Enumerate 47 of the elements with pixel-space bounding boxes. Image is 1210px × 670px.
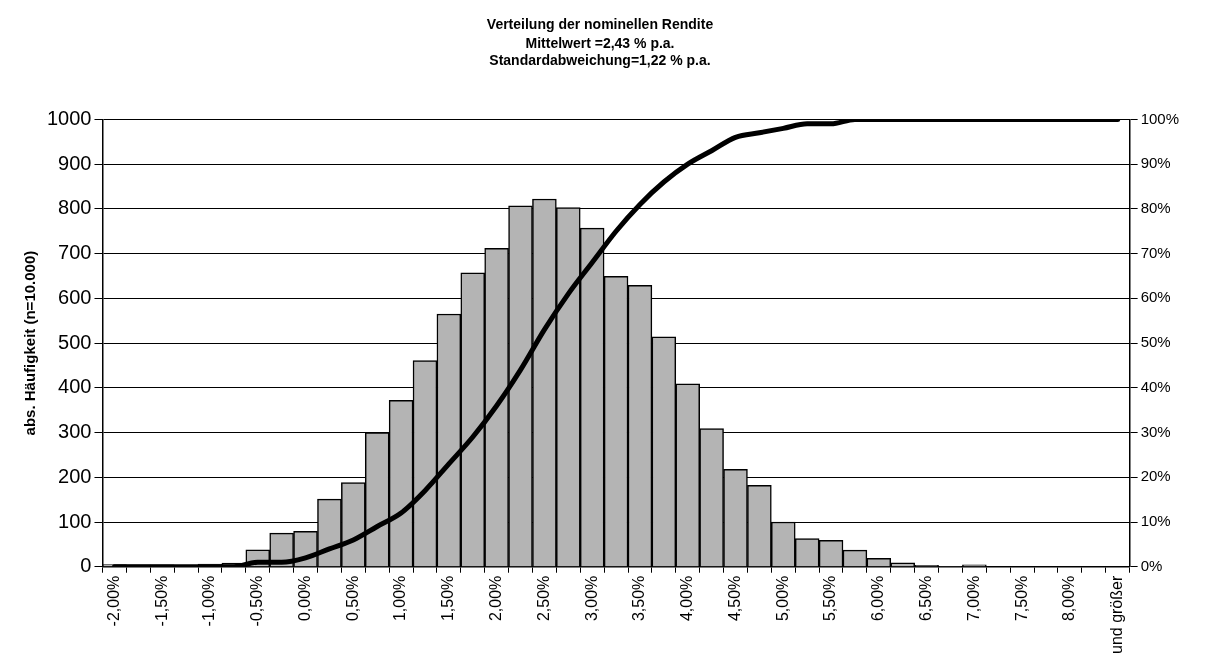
chart-subtitle: Mittelwert =2,43 % p.a. Standardabweichung=1,22 % p.a. — [489, 35, 711, 68]
y-tick-label: 900 — [58, 151, 92, 174]
y2-tick-label: 50% — [1140, 333, 1171, 351]
x-tick-label: 7,50% — [1012, 575, 1030, 622]
x-tick-label: 5,00% — [773, 575, 791, 622]
x-tick-label: 0,50% — [343, 575, 361, 622]
y2-tick-label: 40% — [1140, 377, 1171, 395]
x-tick-label: 1,50% — [439, 575, 457, 622]
x-tick-label: 7,00% — [964, 575, 982, 622]
y-tick-label: 1000 — [46, 106, 92, 129]
y-tick-label: 100 — [58, 509, 92, 532]
x-tick-label: 4,00% — [678, 575, 696, 622]
y-axis-title: abs. Häufigkeit (n=10.000) — [21, 250, 39, 436]
x-tick-label: 5,50% — [821, 575, 839, 622]
x-tick-label: -2,00% — [104, 575, 122, 627]
x-tick-label: -1,50% — [152, 575, 170, 627]
x-tick-label: 3,50% — [630, 575, 648, 622]
y2-tick-label: 70% — [1140, 243, 1171, 261]
y-tick-label: 700 — [58, 241, 92, 264]
x-tick-label: 2,00% — [487, 575, 505, 622]
y-tick-label: 0 — [80, 554, 92, 577]
x-tick-label: 6,50% — [917, 575, 934, 622]
y-tick-label: 300 — [58, 420, 92, 443]
x-tick-label: 4,50% — [725, 575, 743, 622]
y2-tick-label: 30% — [1140, 422, 1171, 440]
x-tick-label: 8,00% — [1060, 575, 1078, 622]
y2-tick-label: 60% — [1140, 288, 1171, 306]
x-tick-label: -0,50% — [248, 575, 266, 627]
x-tick-label: 2,50% — [534, 575, 552, 622]
x-tick-label: 6,00% — [869, 575, 887, 622]
y2-tick-label: 80% — [1140, 199, 1171, 217]
y-tick-label: 800 — [58, 196, 92, 219]
y-tick-label: 200 — [58, 464, 92, 487]
y2-tick-label: 100% — [1140, 109, 1180, 127]
x-tick-label: 1,00% — [391, 575, 409, 622]
y2-tick-label: 90% — [1140, 154, 1171, 172]
y2-tick-label: 20% — [1140, 467, 1171, 485]
x-tick-label: -1,00% — [200, 575, 218, 627]
y2-tick-label: 10% — [1140, 512, 1171, 530]
chart-title: Verteilung der nominellen Rendite — [486, 16, 714, 33]
x-tick-label: und größer — [1108, 575, 1126, 654]
y2-tick-label: 0% — [1140, 556, 1163, 574]
y-tick-label: 500 — [58, 330, 92, 353]
y-tick-label: 400 — [58, 375, 92, 398]
x-tick-label: 3,00% — [582, 575, 600, 622]
y-tick-label: 600 — [58, 285, 92, 308]
x-tick-label: 0,00% — [295, 575, 313, 622]
